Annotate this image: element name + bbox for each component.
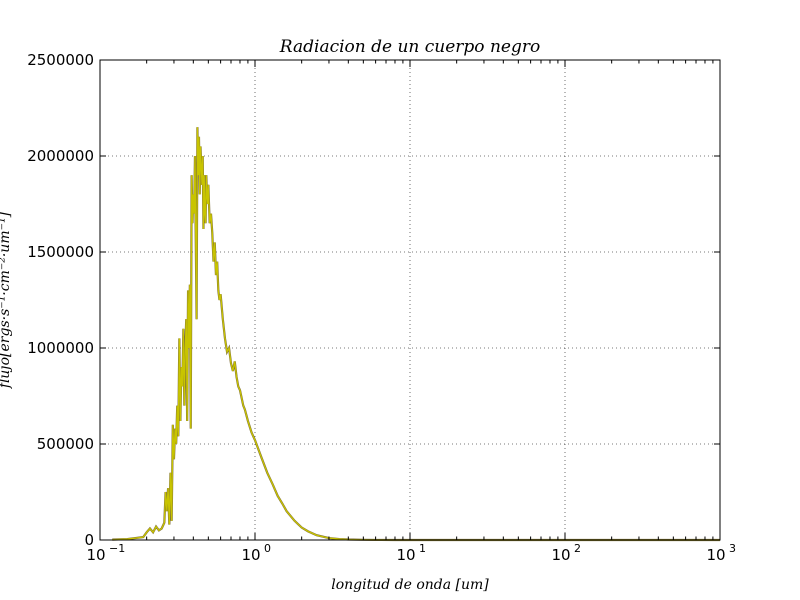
x-tick-label-base: 10 bbox=[241, 546, 260, 564]
x-tick-label-base: 10 bbox=[706, 546, 725, 564]
x-tick-label-exponent: 3 bbox=[729, 542, 736, 555]
y-tick-label: 2500000 bbox=[27, 51, 94, 69]
x-tick-label: 10 1 bbox=[396, 542, 426, 564]
x-tick-label: 10 2 bbox=[551, 542, 581, 564]
x-tick-label-base: 10 bbox=[86, 546, 105, 564]
x-axis-label: longitud de onda [um] bbox=[331, 577, 489, 593]
y-tick-label: 1500000 bbox=[27, 243, 94, 261]
x-tick-label-base: 10 bbox=[551, 546, 570, 564]
x-tick-label-exponent: 0 bbox=[264, 542, 271, 555]
chart-title: Radiacion de un cuerpo negro bbox=[279, 37, 540, 57]
y-tick-label: 1000000 bbox=[27, 339, 94, 357]
x-tick-label-exponent: 2 bbox=[574, 542, 581, 555]
x-tick-label-exponent: −1 bbox=[109, 542, 125, 555]
series-group bbox=[112, 127, 720, 542]
y-axis-label: flujo[ergs·s⁻¹·cm⁻²·um⁻¹] bbox=[0, 211, 13, 389]
x-tick-label-exponent: 1 bbox=[419, 542, 426, 555]
y-tick-label: 500000 bbox=[37, 435, 94, 453]
y-tick-label: 2000000 bbox=[27, 147, 94, 165]
x-tick-label: 10 3 bbox=[706, 542, 736, 564]
x-tick-label-base: 10 bbox=[396, 546, 415, 564]
series-line bbox=[112, 127, 720, 541]
grid-lines bbox=[100, 60, 720, 540]
x-tick-label: 10 −1 bbox=[86, 542, 125, 564]
y-tick-label: 0 bbox=[84, 531, 94, 549]
x-tick-label: 10 0 bbox=[241, 542, 271, 564]
